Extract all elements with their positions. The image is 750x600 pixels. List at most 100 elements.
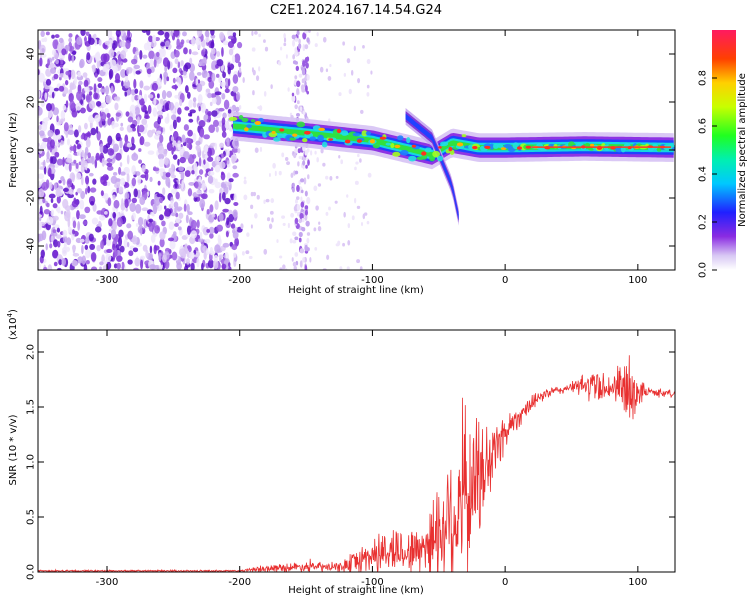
spectrogram-noise-blob — [141, 164, 146, 173]
spectrogram-noise-blob — [179, 99, 183, 107]
spectrogram-noise-blob — [51, 231, 58, 237]
spectrogram-noise-blob — [356, 259, 361, 264]
spectrogram-noise-blob — [231, 155, 236, 164]
signal-peak — [448, 146, 453, 152]
spectrogram-noise-blob — [263, 248, 268, 255]
spectrogram-noise-blob — [203, 250, 207, 260]
spectrogram-noise-blob — [183, 151, 190, 160]
spectrogram-noise-blob — [88, 91, 93, 96]
spectrogram-noise-blob — [169, 124, 174, 132]
spectrogram-noise-blob — [124, 79, 131, 89]
spectrogram-noise-blob — [209, 101, 213, 107]
spectrogram-noise-blob — [209, 246, 214, 256]
spectrogram-noise-blob — [143, 141, 151, 147]
spectrogram-noise-blob — [268, 172, 271, 178]
spectrogram-noise-blob — [137, 132, 141, 137]
spectrogram-noise-blob — [306, 74, 310, 81]
spectrogram-noise-blob — [115, 112, 122, 117]
spectrogram-noise-blob — [240, 223, 244, 230]
spectrogram-noise-blob — [346, 194, 349, 198]
spectrogram-noise-blob — [120, 177, 126, 186]
spectrogram-noise-blob — [225, 78, 229, 87]
colorbar-tick-label: 0.6 — [698, 118, 709, 134]
spectrogram-noise-blob — [71, 50, 77, 56]
spectrogram-noise-blob — [207, 147, 212, 158]
spectrogram-noise-blob — [165, 176, 171, 187]
spectrogram-noise-blob — [175, 217, 181, 224]
spectrogram-noise-blob — [164, 40, 170, 48]
spectrogram-noise-blob — [199, 58, 207, 67]
spectrogram-noise-blob — [186, 91, 191, 99]
snr-panel: -300 -200 -100 0 100 0.0 0.5 1.0 1.5 2.0 Height … — [6, 309, 676, 596]
spectrogram-noise-blob — [104, 211, 108, 215]
spectrogram-noise-blob — [161, 220, 166, 227]
spectrogram-noise-blob — [38, 173, 45, 180]
spectrogram-noise-blob — [197, 79, 201, 84]
spectrogram-noise-blob — [276, 239, 279, 243]
spectrogram-noise-blob — [294, 252, 299, 257]
spectrogram-noise-blob — [184, 85, 189, 94]
spectrogram-noise-blob — [294, 75, 298, 80]
spectrogram-noise-blob — [248, 255, 253, 260]
spectrogram-noise-blob — [183, 124, 189, 131]
spectrogram-noise-blob — [190, 262, 195, 270]
spectrogram-noise-blob — [187, 245, 191, 250]
spectrogram-noise-blob — [207, 170, 215, 176]
spectrogram-noise-blob — [169, 239, 176, 250]
spectrogram-noise-blob — [60, 176, 65, 182]
spectrogram-noise-blob — [172, 67, 178, 74]
spectrogram-noise-blob — [53, 73, 59, 80]
spectrogram-noise-blob — [306, 232, 311, 236]
x-tick-label: 0 — [502, 577, 508, 588]
spectrogram-noise-blob — [294, 47, 298, 53]
spectrogram-noise-blob — [354, 166, 357, 171]
spectrogram-noise-blob — [156, 193, 163, 198]
spectrogram-noise-blob — [116, 262, 121, 270]
spectrogram-noise-blob — [162, 187, 166, 196]
spectrogram-noise-blob — [106, 261, 112, 270]
spectrogram-noise-blob — [156, 93, 160, 99]
spectrogram-noise-blob — [126, 154, 130, 165]
spectrogram-noise-blob — [177, 226, 182, 231]
spectrogram-noise-blob — [79, 107, 86, 114]
spectrogram-noise-blob — [174, 181, 178, 189]
spectrogram-noise-blob — [159, 171, 164, 177]
spectrogram-noise-blob — [120, 171, 126, 176]
spectrogram-noise-blob — [346, 58, 351, 64]
spectrogram-noise-blob — [357, 153, 360, 158]
spectrogram-noise-blob — [274, 170, 277, 177]
spectrogram-noise-blob — [291, 34, 296, 40]
spectrogram-noise-blob — [144, 110, 149, 114]
spectrogram-noise-blob — [232, 85, 239, 93]
spectrogram-noise-blob — [195, 78, 199, 86]
signal-blob — [432, 150, 440, 158]
spectrogram-noise-blob — [299, 248, 305, 254]
signal-peak — [500, 147, 507, 150]
spectrogram-noise-blob — [219, 161, 226, 169]
spectrogram-noise-blob — [134, 106, 140, 116]
spectrogram-noise-blob — [45, 78, 52, 86]
spectrogram-noise-blob — [269, 210, 274, 215]
spectrogram-noise-blob — [41, 122, 48, 132]
spectrogram-noise-blob — [134, 171, 141, 176]
spectrogram-noise-blob — [304, 150, 308, 156]
spectrogram-noise-blob — [246, 232, 250, 237]
spectrogram-noise-blob — [188, 181, 195, 186]
spectrogram-noise-blob — [292, 240, 297, 244]
spectrogram-noise-blob — [157, 153, 165, 160]
spectrogram-noise-blob — [299, 212, 304, 220]
spectrogram-y-axis: -40 -20 0 20 40 — [26, 48, 675, 254]
spectrogram-noise-blob — [188, 99, 193, 108]
spectrogram-noise-blob — [115, 152, 122, 161]
spectrogram-noise-blob — [84, 86, 90, 93]
signal-blob — [429, 155, 436, 162]
spectrogram-noise-blob — [355, 161, 359, 165]
spectrogram-noise-blob — [207, 92, 212, 99]
spectrogram-noise-blob — [221, 46, 224, 57]
spectrogram-noise-blob — [270, 198, 275, 204]
spectrogram-noise-blob — [254, 147, 259, 153]
spectrogram-noise-blob — [168, 221, 175, 231]
colorbar: 0.0 0.2 0.4 0.6 0.8 Normalized spectral ampl… — [698, 30, 748, 278]
spectrogram-noise-blob — [67, 218, 71, 228]
spectrogram-noise-blob — [279, 255, 283, 259]
